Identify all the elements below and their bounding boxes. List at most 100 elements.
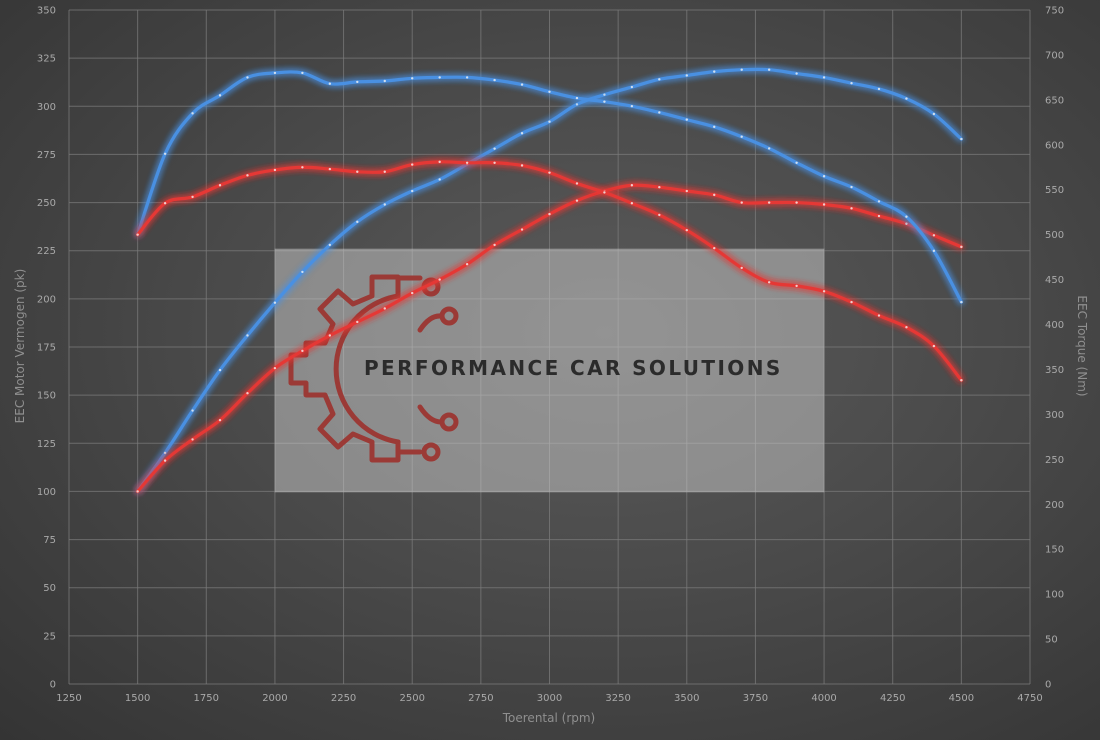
data-point — [493, 243, 496, 247]
y-right-tick-label: 350 — [1045, 365, 1064, 376]
data-point — [438, 160, 441, 164]
y-left-tick-label: 275 — [37, 150, 56, 161]
watermark-panel — [274, 248, 825, 493]
data-point — [548, 120, 551, 123]
data-point — [713, 125, 716, 129]
data-point — [383, 79, 386, 83]
data-point — [795, 201, 798, 204]
y-right-tick-label: 300 — [1045, 410, 1064, 421]
data-point — [356, 80, 359, 84]
data-point — [438, 278, 441, 281]
data-point — [191, 195, 194, 199]
data-point — [685, 228, 688, 232]
data-point — [246, 76, 249, 79]
data-point — [246, 174, 249, 177]
data-point — [767, 201, 771, 204]
y-left-tick-label: 200 — [37, 294, 56, 305]
grid — [68, 9, 1031, 685]
data-point — [218, 94, 222, 97]
data-point — [603, 93, 606, 96]
data-point — [136, 233, 139, 236]
y-left-tick-label: 225 — [37, 246, 56, 257]
data-point — [493, 78, 496, 82]
data-point — [548, 90, 551, 93]
x-tick-label: 4500 — [949, 693, 974, 704]
data-point — [328, 243, 332, 247]
data-point — [767, 281, 771, 284]
data-point — [740, 266, 743, 270]
x-tick-label: 4750 — [1017, 693, 1042, 704]
y-right-tick-label: 550 — [1045, 185, 1064, 196]
data-point — [877, 200, 881, 203]
data-point — [795, 161, 798, 164]
data-point — [685, 189, 688, 193]
data-point — [246, 392, 249, 395]
data-point — [960, 137, 963, 141]
gear-circuit-icon — [288, 274, 459, 463]
data-point — [273, 301, 277, 304]
data-point — [191, 438, 194, 441]
data-point — [383, 170, 386, 173]
x-tick-label: 1750 — [194, 693, 219, 704]
data-point — [493, 161, 496, 164]
y-axis-left-title: EEC Motor Vermogen (pk) — [13, 269, 27, 424]
data-point — [740, 135, 743, 138]
data-point — [685, 118, 688, 121]
data-point — [905, 215, 908, 218]
data-point — [877, 87, 881, 91]
data-point — [273, 168, 277, 172]
y-right-tick-label: 750 — [1045, 6, 1064, 17]
data-point — [795, 72, 798, 75]
y-left-tick-label: 325 — [37, 54, 56, 65]
data-point — [877, 214, 881, 218]
data-point — [795, 284, 798, 288]
x-tick-label: 1500 — [125, 693, 150, 704]
data-point — [960, 300, 963, 304]
data-point — [905, 326, 908, 329]
data-point — [163, 152, 167, 155]
data-point — [822, 76, 826, 79]
y-left-tick-label: 100 — [37, 487, 56, 498]
x-tick-label: 2750 — [468, 693, 493, 704]
data-point — [850, 185, 853, 189]
data-point — [520, 132, 524, 135]
data-point — [932, 234, 936, 237]
data-point — [630, 104, 634, 108]
data-point — [960, 379, 963, 382]
data-point — [328, 82, 332, 85]
data-point — [548, 212, 551, 216]
data-point — [548, 171, 551, 174]
x-tick-label: 3250 — [605, 693, 630, 704]
data-point — [356, 320, 359, 324]
data-point — [767, 68, 771, 71]
data-point — [301, 349, 304, 353]
data-point — [575, 199, 579, 202]
data-point — [850, 207, 853, 210]
y-left-tick-label: 125 — [37, 439, 56, 450]
data-point — [218, 184, 222, 187]
data-point — [191, 409, 194, 412]
data-point — [356, 220, 359, 224]
x-tick-label: 2000 — [262, 693, 287, 704]
data-point — [877, 314, 881, 317]
y-right-tick-label: 250 — [1045, 455, 1064, 466]
data-point — [630, 85, 634, 89]
y-axis-right-title: EEC Torque (Nm) — [1075, 295, 1089, 396]
data-point — [191, 112, 194, 115]
data-point — [575, 96, 579, 100]
data-point — [822, 175, 826, 178]
y-left-tick-label: 25 — [43, 631, 56, 642]
data-point — [465, 161, 469, 164]
data-point — [630, 202, 634, 205]
data-point — [411, 291, 414, 295]
data-point — [603, 191, 606, 194]
y-left-tick-label: 300 — [37, 102, 56, 113]
data-point — [658, 78, 661, 81]
data-point — [603, 100, 606, 103]
x-tick-label: 3500 — [674, 693, 699, 704]
data-point — [493, 147, 496, 150]
y-right-tick-label: 150 — [1045, 545, 1064, 556]
data-point — [850, 300, 853, 304]
series-right-red — [136, 160, 963, 382]
x-tick-label: 2500 — [399, 693, 424, 704]
